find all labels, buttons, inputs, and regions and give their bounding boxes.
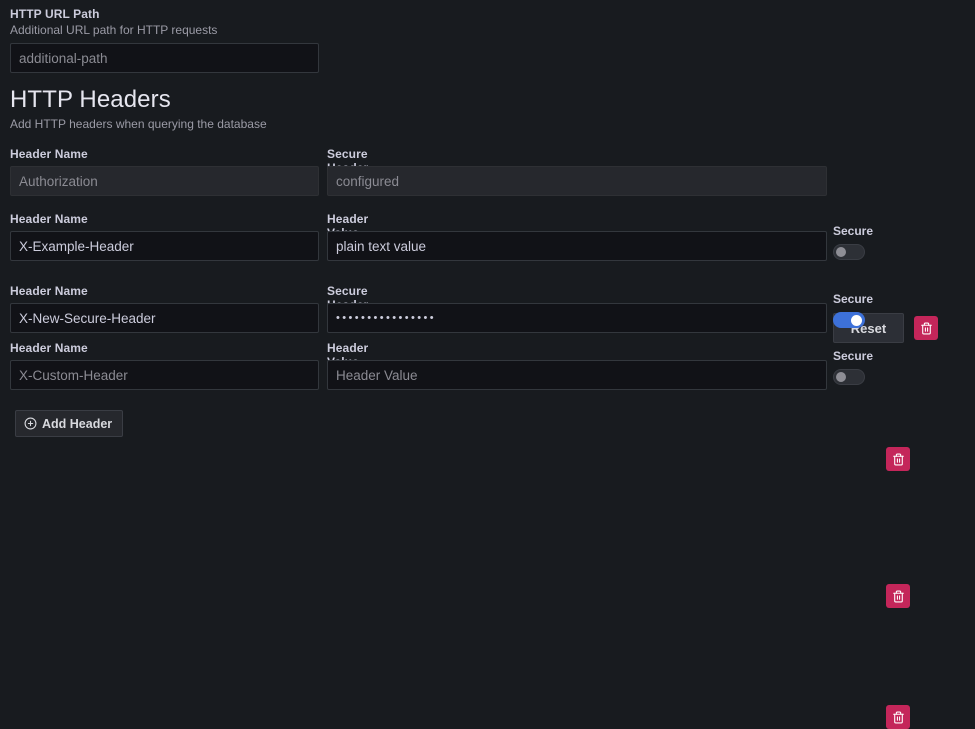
- delete-header-button[interactable]: [914, 316, 938, 340]
- plus-circle-icon: [24, 417, 37, 430]
- header-name-input[interactable]: X-Custom-Header: [10, 360, 319, 390]
- secure-toggle[interactable]: [833, 369, 865, 385]
- delete-header-button[interactable]: [886, 705, 910, 729]
- header-value-input[interactable]: plain text value: [327, 231, 827, 261]
- header-name-label: Header Name: [10, 212, 88, 226]
- http-url-path-input[interactable]: additional-path: [10, 43, 319, 73]
- delete-header-button[interactable]: [886, 447, 910, 471]
- header-value-input[interactable]: ••••••••••••••••: [327, 303, 827, 333]
- secure-toggle[interactable]: [833, 244, 865, 260]
- delete-header-button[interactable]: [886, 584, 910, 608]
- trash-icon: [892, 590, 905, 603]
- header-name-input[interactable]: Authorization: [10, 166, 319, 196]
- trash-icon: [892, 453, 905, 466]
- header-name-label: Header Name: [10, 341, 88, 355]
- add-header-label: Add Header: [42, 416, 113, 431]
- toggle-knob: [851, 314, 862, 326]
- header-value-input[interactable]: Header Value: [327, 360, 827, 390]
- secure-label: Secure: [833, 224, 874, 238]
- header-name-input[interactable]: X-Example-Header: [10, 231, 319, 261]
- header-name-label: Header Name: [10, 284, 88, 298]
- header-value-input[interactable]: configured: [327, 166, 827, 196]
- secure-toggle-group: Secure: [833, 349, 873, 385]
- secure-label: Secure: [833, 292, 874, 306]
- http-url-path-label: HTTP URL Path: [10, 7, 100, 21]
- masked-value: ••••••••••••••••: [336, 311, 437, 324]
- add-header-button[interactable]: Add Header: [15, 410, 124, 437]
- secure-toggle[interactable]: [833, 312, 865, 328]
- secure-toggle-group: Secure: [833, 224, 873, 260]
- toggle-knob: [836, 247, 846, 257]
- header-name-input[interactable]: X-New-Secure-Header: [10, 303, 319, 333]
- secure-label: Secure: [833, 349, 874, 363]
- header-name-label: Header Name: [10, 147, 88, 161]
- trash-icon: [920, 322, 933, 335]
- secure-toggle-group: Secure: [833, 292, 873, 328]
- trash-icon: [892, 711, 905, 724]
- http-headers-title: HTTP Headers: [10, 86, 171, 113]
- http-url-path-description: Additional URL path for HTTP requests: [10, 23, 218, 37]
- http-headers-description: Add HTTP headers when querying the datab…: [10, 117, 267, 131]
- datasource-settings-panel: HTTP URL Path Additional URL path for HT…: [10, 7, 938, 729]
- reset-button[interactable]: Reset: [833, 313, 904, 343]
- toggle-knob: [836, 372, 846, 382]
